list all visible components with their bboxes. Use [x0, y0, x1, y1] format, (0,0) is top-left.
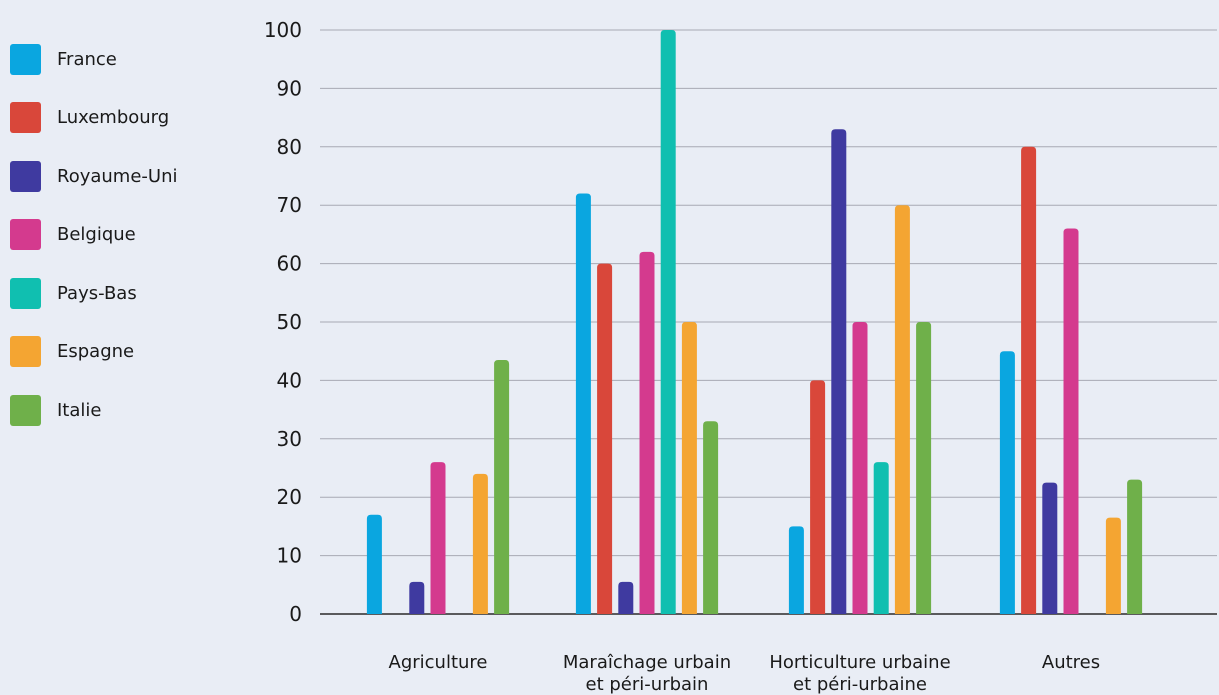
legend-swatch: [10, 102, 41, 134]
bar-france-1: [575, 193, 591, 614]
y-tick-label: 40: [277, 368, 302, 392]
y-tick-label: 100: [264, 18, 302, 42]
legend-label: Italie: [57, 399, 102, 421]
legend-label: Royaume-Uni: [57, 165, 178, 187]
bar-france-2: [788, 526, 804, 614]
bar-espagne-0: [472, 473, 488, 614]
legend-item-france: France: [10, 30, 178, 89]
bar-espagne-2: [894, 205, 910, 614]
y-tick-label: 50: [277, 310, 302, 334]
x-category-label: et péri-urbaine: [793, 674, 927, 695]
bar-luxembourg-1: [597, 263, 613, 614]
y-tick-label: 10: [277, 544, 302, 568]
y-tick-label: 20: [277, 485, 302, 509]
legend-label: Luxembourg: [57, 107, 170, 129]
bar-pays-bas-2: [873, 462, 889, 614]
bar-italie-3: [1127, 479, 1143, 614]
legend-swatch: [10, 336, 41, 368]
x-category-label: et péri-urbain: [586, 674, 709, 695]
bar-italie-1: [703, 421, 719, 614]
bar-espagne-1: [681, 322, 697, 614]
legend-swatch: [10, 160, 41, 192]
bar-royaume-uni-0: [409, 581, 425, 614]
bar-italie-0: [494, 359, 510, 614]
legend-swatch: [10, 219, 41, 251]
legend-item-italie: Italie: [10, 381, 178, 440]
y-tick-label: 70: [277, 193, 302, 217]
legend-item-belgique: Belgique: [10, 206, 178, 265]
legend-item-royaume-uni: Royaume-Uni: [10, 147, 178, 206]
x-category-label: Agriculture: [389, 652, 488, 673]
legend-label: Espagne: [57, 341, 135, 363]
y-tick-label: 80: [277, 135, 302, 159]
bar-belgique-0: [430, 462, 446, 614]
bar-luxembourg-3: [1021, 146, 1037, 615]
bar-luxembourg-2: [810, 380, 826, 614]
bar-pays-bas-1: [660, 30, 676, 614]
legend-item-espagne: Espagne: [10, 323, 178, 382]
bar-royaume-uni-1: [618, 581, 634, 614]
legend-label: Belgique: [57, 224, 136, 246]
y-tick-label: 60: [277, 252, 302, 276]
bar-italie-2: [916, 322, 932, 614]
legend-label: Pays-Bas: [57, 282, 137, 304]
y-tick-label: 30: [277, 427, 302, 451]
bar-france-0: [366, 514, 382, 614]
y-tick-label: 0: [289, 602, 302, 626]
legend-item-luxembourg: Luxembourg: [10, 89, 178, 148]
bar-royaume-uni-3: [1042, 482, 1058, 614]
bar-france-3: [999, 351, 1015, 614]
legend-swatch: [10, 277, 41, 309]
legend-swatch: [10, 394, 41, 426]
legend-label: France: [57, 48, 117, 70]
bar-belgique-1: [639, 251, 655, 615]
legend: France Luxembourg Royaume-Uni Belgique Pays-…: [10, 30, 178, 440]
legend-item-pays-bas: Pays-Bas: [10, 264, 178, 323]
bar-belgique-2: [852, 322, 868, 614]
y-tick-label: 90: [277, 76, 302, 100]
x-category-label: Horticulture urbaine: [769, 652, 950, 673]
bar-espagne-3: [1105, 517, 1121, 614]
x-category-label: Autres: [1042, 652, 1100, 673]
legend-swatch: [10, 43, 41, 75]
bar-royaume-uni-2: [831, 129, 847, 614]
bar-belgique-3: [1063, 228, 1079, 614]
x-category-label: Maraîchage urbain: [563, 652, 731, 673]
